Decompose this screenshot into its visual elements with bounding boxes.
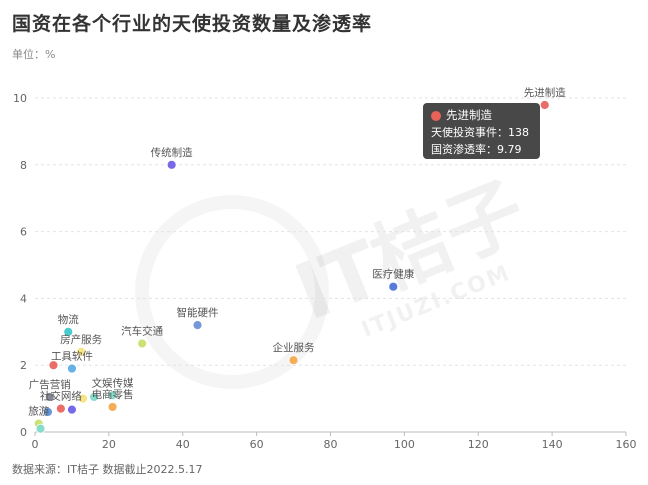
tooltip: 先进制造 天使投资事件：138 国资渗透率：9.79 bbox=[423, 103, 540, 159]
data-point[interactable] bbox=[43, 407, 53, 417]
data-points bbox=[33, 100, 550, 434]
point-label: 先进制造 bbox=[524, 86, 566, 99]
grid-lines bbox=[35, 97, 626, 366]
y-tick-label: 6 bbox=[20, 226, 27, 239]
point-label: 广告营销 bbox=[29, 378, 71, 391]
data-point[interactable] bbox=[67, 404, 77, 415]
x-tick-label: 100 bbox=[394, 438, 415, 451]
point-label: 汽车交通 bbox=[121, 324, 163, 337]
x-tick-label: 120 bbox=[468, 438, 489, 451]
unit-label: 单位：% bbox=[12, 48, 56, 61]
data-source: 数据来源：IT桔子 数据截止2022.5.17 bbox=[12, 463, 203, 476]
data-point[interactable] bbox=[48, 360, 59, 371]
data-point[interactable] bbox=[44, 392, 55, 402]
point-label: 电商零售 bbox=[92, 388, 134, 401]
y-tick-label: 8 bbox=[20, 159, 27, 172]
data-point[interactable] bbox=[107, 390, 118, 401]
data-point[interactable] bbox=[55, 403, 66, 414]
point-label: 企业服务 bbox=[273, 341, 315, 354]
x-tick-label: 20 bbox=[102, 438, 116, 451]
data-point[interactable] bbox=[388, 281, 399, 292]
watermark: IT桔子 ITJUZI.COM bbox=[135, 166, 538, 389]
data-point[interactable] bbox=[166, 159, 177, 170]
x-tick-label: 40 bbox=[176, 438, 190, 451]
data-point[interactable] bbox=[35, 423, 46, 434]
point-label: 社交网络 bbox=[40, 390, 82, 403]
x-tick-label: 80 bbox=[324, 438, 338, 451]
data-point[interactable] bbox=[107, 402, 118, 412]
data-point[interactable] bbox=[539, 100, 550, 110]
tooltip-line-events: 天使投资事件：138 bbox=[431, 126, 529, 139]
y-tick-label: 0 bbox=[20, 426, 27, 439]
x-tick-label: 160 bbox=[616, 438, 637, 451]
tooltip-dot-icon bbox=[431, 110, 441, 121]
data-point[interactable] bbox=[63, 326, 74, 337]
point-label: 智能硬件 bbox=[177, 306, 219, 319]
y-tick-label: 10 bbox=[13, 92, 27, 105]
point-label: 工具软件 bbox=[51, 350, 93, 363]
point-label: 旅游 bbox=[28, 405, 49, 418]
data-point[interactable] bbox=[89, 392, 99, 402]
data-point[interactable] bbox=[76, 346, 87, 357]
data-point[interactable] bbox=[67, 363, 77, 374]
x-tick-label: 140 bbox=[542, 438, 563, 451]
point-label: 传统制造 bbox=[151, 146, 193, 159]
chart-title: 国资在各个行业的天使投资数量及渗透率 bbox=[12, 13, 373, 35]
data-point[interactable] bbox=[192, 320, 203, 331]
tooltip-title: 先进制造 bbox=[446, 108, 492, 122]
point-label: 房产服务 bbox=[60, 333, 102, 346]
y-tick-label: 4 bbox=[20, 292, 27, 305]
data-point[interactable] bbox=[78, 393, 88, 404]
x-tick-label: 0 bbox=[32, 438, 39, 451]
point-label: 物流 bbox=[58, 313, 79, 326]
data-point[interactable] bbox=[137, 338, 148, 349]
y-tick-label: 2 bbox=[20, 359, 27, 372]
point-label: 文娱传媒 bbox=[92, 376, 134, 389]
data-point[interactable] bbox=[288, 355, 299, 366]
point-label: 医疗健康 bbox=[372, 268, 414, 281]
tooltip-line-rate: 国资渗透率：9.79 bbox=[431, 143, 522, 156]
x-tick-label: 60 bbox=[250, 438, 264, 451]
